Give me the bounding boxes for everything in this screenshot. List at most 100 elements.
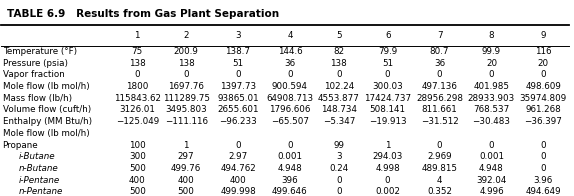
Text: 99: 99 xyxy=(333,141,344,150)
Text: Mole flow (lb mol/h): Mole flow (lb mol/h) xyxy=(2,129,90,138)
Text: 4: 4 xyxy=(437,176,443,185)
Text: 0: 0 xyxy=(183,70,189,79)
Text: 3: 3 xyxy=(336,152,342,161)
Text: 35974.809: 35974.809 xyxy=(519,94,567,103)
Text: −96.233: −96.233 xyxy=(219,117,257,126)
Text: 28956.298: 28956.298 xyxy=(416,94,463,103)
Text: 0: 0 xyxy=(541,152,546,161)
Text: Mass flow (lb/h): Mass flow (lb/h) xyxy=(2,94,72,103)
Text: 0.001: 0.001 xyxy=(277,152,302,161)
Text: 0: 0 xyxy=(541,164,546,173)
Text: 1: 1 xyxy=(385,141,390,150)
Text: 100: 100 xyxy=(129,141,146,150)
Text: 82: 82 xyxy=(333,47,344,56)
Text: −111.116: −111.116 xyxy=(165,117,208,126)
Text: −31.512: −31.512 xyxy=(421,117,459,126)
Text: 4: 4 xyxy=(287,31,293,40)
Text: Propane: Propane xyxy=(2,141,38,150)
Text: 0: 0 xyxy=(287,70,293,79)
Text: 0: 0 xyxy=(235,70,241,79)
Text: 508.141: 508.141 xyxy=(370,105,406,114)
Text: 20: 20 xyxy=(538,59,549,68)
Text: Enthalpy (MM Btu/h): Enthalpy (MM Btu/h) xyxy=(2,117,92,126)
Text: Volume flow (cuft/h): Volume flow (cuft/h) xyxy=(2,105,91,114)
Text: 2.969: 2.969 xyxy=(427,152,452,161)
Text: 0: 0 xyxy=(488,70,494,79)
Text: −19.913: −19.913 xyxy=(369,117,406,126)
Text: 900.594: 900.594 xyxy=(272,82,308,91)
Text: 2655.601: 2655.601 xyxy=(218,105,259,114)
Text: 0.001: 0.001 xyxy=(479,152,504,161)
Text: 9: 9 xyxy=(541,31,546,40)
Text: 297: 297 xyxy=(178,152,195,161)
Text: 400: 400 xyxy=(230,176,246,185)
Text: 400: 400 xyxy=(129,176,146,185)
Text: 498.609: 498.609 xyxy=(525,82,561,91)
Text: 93865.01: 93865.01 xyxy=(217,94,259,103)
Text: 36: 36 xyxy=(284,59,296,68)
Text: 499.76: 499.76 xyxy=(171,164,201,173)
Text: 0.002: 0.002 xyxy=(375,187,400,196)
Text: 1800: 1800 xyxy=(126,82,149,91)
Text: 392.04: 392.04 xyxy=(476,176,507,185)
Text: 0.352: 0.352 xyxy=(427,187,452,196)
Text: 138.7: 138.7 xyxy=(226,47,250,56)
Text: 2: 2 xyxy=(183,31,189,40)
Text: 768.537: 768.537 xyxy=(474,105,510,114)
Text: 6: 6 xyxy=(385,31,390,40)
Text: 1796.606: 1796.606 xyxy=(269,105,311,114)
Text: 138: 138 xyxy=(331,59,347,68)
Text: 401.985: 401.985 xyxy=(474,82,510,91)
Text: 0: 0 xyxy=(134,70,140,79)
Text: 3.96: 3.96 xyxy=(534,176,553,185)
Text: 2.97: 2.97 xyxy=(228,152,247,161)
Text: 138: 138 xyxy=(178,59,195,68)
Text: 4553.877: 4553.877 xyxy=(318,94,360,103)
Text: 8: 8 xyxy=(488,31,494,40)
Text: 961.268: 961.268 xyxy=(525,105,561,114)
Text: Temperature (°F): Temperature (°F) xyxy=(2,47,77,56)
Text: 4.996: 4.996 xyxy=(479,187,504,196)
Text: 111289.75: 111289.75 xyxy=(162,94,210,103)
Text: 7: 7 xyxy=(437,31,443,40)
Text: 0: 0 xyxy=(488,141,494,150)
Text: i-Pentane: i-Pentane xyxy=(18,176,60,185)
Text: 0: 0 xyxy=(235,141,241,150)
Text: 499.646: 499.646 xyxy=(272,187,308,196)
Text: 494.762: 494.762 xyxy=(220,164,256,173)
Text: 0: 0 xyxy=(385,70,390,79)
Text: 0: 0 xyxy=(336,70,342,79)
Text: 4.948: 4.948 xyxy=(479,164,504,173)
Text: 396: 396 xyxy=(282,176,298,185)
Text: 0: 0 xyxy=(336,187,342,196)
Text: n-Pentane: n-Pentane xyxy=(18,187,63,196)
Text: 51: 51 xyxy=(382,59,393,68)
Text: 36: 36 xyxy=(434,59,445,68)
Text: 294.03: 294.03 xyxy=(373,152,403,161)
Text: 1: 1 xyxy=(134,31,140,40)
Text: 4.998: 4.998 xyxy=(375,164,400,173)
Text: 500: 500 xyxy=(178,187,195,196)
Text: 500: 500 xyxy=(129,187,146,196)
Text: 115843.62: 115843.62 xyxy=(114,94,161,103)
Text: 99.9: 99.9 xyxy=(482,47,501,56)
Text: −125.049: −125.049 xyxy=(115,117,159,126)
Text: 300: 300 xyxy=(129,152,146,161)
Text: 0: 0 xyxy=(336,176,342,185)
Text: 811.661: 811.661 xyxy=(422,105,457,114)
Text: 0: 0 xyxy=(437,141,443,150)
Text: −30.483: −30.483 xyxy=(472,117,510,126)
Text: 0: 0 xyxy=(385,176,390,185)
Text: 75: 75 xyxy=(131,47,143,56)
Text: 5: 5 xyxy=(336,31,342,40)
Text: n-Butane: n-Butane xyxy=(18,164,58,173)
Text: 499.998: 499.998 xyxy=(220,187,256,196)
Text: 0: 0 xyxy=(437,70,443,79)
Text: 51: 51 xyxy=(232,59,243,68)
Text: 0.24: 0.24 xyxy=(329,164,348,173)
Text: 79.9: 79.9 xyxy=(378,47,397,56)
Text: 80.7: 80.7 xyxy=(430,47,449,56)
Text: Vapor fraction: Vapor fraction xyxy=(2,70,64,79)
Text: −5.347: −5.347 xyxy=(323,117,355,126)
Text: −36.397: −36.397 xyxy=(525,117,563,126)
